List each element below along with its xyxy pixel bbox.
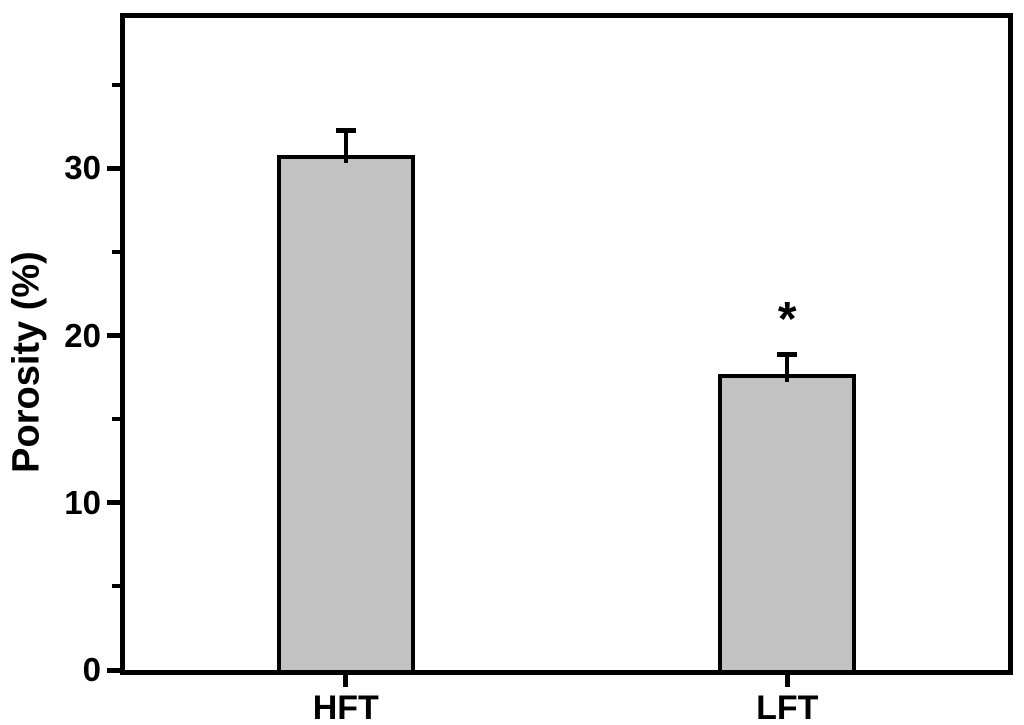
bar-hft — [276, 155, 415, 675]
error-bar-line — [785, 355, 790, 383]
x-tick — [343, 675, 349, 687]
significance-asterisk: * — [777, 292, 797, 346]
y-tick-label: 20 — [64, 316, 101, 354]
error-bar-cap — [335, 127, 356, 133]
error-bar-cap — [777, 351, 798, 357]
y-major-tick — [107, 500, 120, 506]
x-tick — [784, 675, 790, 687]
y-tick-label: 0 — [82, 651, 101, 688]
y-tick-label: 10 — [64, 483, 101, 521]
y-minor-tick — [112, 82, 120, 87]
x-tick-label-lft: LFT — [756, 689, 819, 725]
y-major-tick — [107, 165, 120, 171]
y-axis-label: Porosity (%) — [5, 251, 48, 473]
bar-lft — [718, 374, 857, 675]
y-minor-tick — [112, 417, 120, 422]
y-tick-label: 30 — [64, 149, 101, 187]
y-minor-tick — [112, 250, 120, 255]
y-minor-tick — [112, 584, 120, 589]
x-tick-label-hft: HFT — [312, 689, 379, 725]
y-major-tick — [107, 667, 120, 673]
y-major-tick — [107, 333, 120, 339]
error-bar-line — [343, 131, 348, 164]
